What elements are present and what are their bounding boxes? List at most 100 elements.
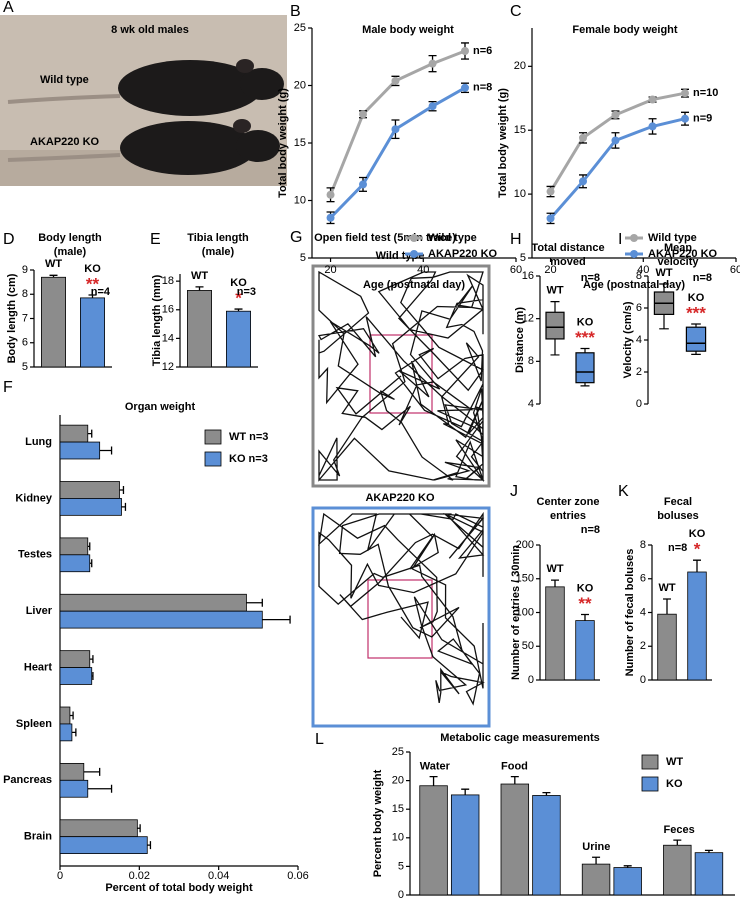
y-axis-label: Number of entries / 30min (510, 545, 522, 680)
category-label: Water (420, 761, 451, 773)
bar (59, 481, 120, 499)
n-label: n=8 (693, 272, 712, 284)
y-tick-label: 7 (22, 312, 28, 324)
mouse-head (236, 130, 280, 162)
y-tick-label: 16 (522, 270, 534, 282)
mouse-body (118, 60, 262, 116)
error-bar (89, 559, 93, 568)
n-label: n=8 (668, 542, 687, 554)
x-axis-label: Age (postnatal day) (363, 279, 465, 291)
tail (7, 153, 121, 162)
error-bar (87, 542, 91, 551)
n-label: n=6 (473, 45, 492, 57)
chart-title: Female body weight (572, 24, 677, 36)
error-bar (89, 655, 94, 664)
x-tick-label: 60 (730, 264, 740, 276)
y-tick-label: 50 (522, 640, 534, 652)
bar (59, 650, 91, 668)
bar (59, 610, 263, 629)
y-tick-label: 12 (522, 313, 534, 325)
category-label: Pancreas (3, 774, 52, 786)
legend-marker (630, 234, 638, 242)
point (579, 177, 587, 186)
chart-title: moved (550, 256, 585, 268)
chart-title: boluses (657, 510, 699, 522)
point (326, 190, 335, 199)
point (391, 76, 400, 85)
point (611, 136, 620, 145)
error-bar (121, 502, 127, 511)
bar (41, 276, 66, 368)
y-axis-label: Body length (cm) (6, 273, 18, 363)
error-bar (551, 579, 559, 587)
error-bar (119, 485, 125, 494)
y-tick-label: 4 (640, 606, 646, 618)
legend-marker (410, 250, 418, 258)
point (359, 110, 367, 119)
center-zone (367, 579, 433, 659)
chart-title: velocity (658, 256, 700, 268)
mouse-body (120, 121, 256, 175)
category-label: Kidney (15, 492, 53, 504)
y-tick-label: 25 (392, 746, 404, 758)
bar (500, 783, 530, 896)
n-label: n=9 (693, 113, 712, 125)
legend-label: WT (666, 756, 683, 768)
y-tick-label: 10 (294, 194, 306, 206)
point (461, 83, 469, 92)
x-tick-label: 20 (544, 264, 556, 276)
error-bar (147, 841, 152, 850)
n-label: n=8 (581, 272, 600, 284)
y-tick-label: 5 (398, 860, 404, 872)
x-tick-label: 0 (57, 870, 63, 882)
point (648, 95, 657, 104)
panel-letter: J (510, 483, 518, 500)
error-bar (693, 559, 701, 572)
category-label: Spleen (16, 718, 52, 730)
legend-label: KO (666, 778, 683, 790)
point (461, 47, 469, 55)
category-label: WT (45, 258, 62, 270)
legend-label: WT n=3 (229, 431, 268, 443)
category-label: Testes (18, 549, 52, 561)
significance: * (694, 540, 701, 559)
category-label: Food (501, 761, 528, 773)
significance: ** (578, 594, 592, 613)
bar (59, 723, 73, 742)
error-bar (87, 784, 113, 793)
y-axis-label: Total body weight (g) (497, 88, 509, 198)
n-label: n=8 (581, 524, 600, 536)
chart-title: Tibia length (187, 232, 249, 244)
y-tick-label: 0 (636, 398, 642, 410)
panel-letter: D (3, 231, 15, 248)
x-tick-label: 0.04 (208, 870, 229, 882)
y-tick-label: 14 (162, 332, 174, 344)
y-tick-label: 25 (294, 22, 306, 34)
panel-letter: L (315, 731, 324, 748)
panel-letter: A (3, 0, 14, 16)
chart-title: (male) (54, 246, 87, 258)
y-tick-label: 5 (300, 252, 306, 264)
legend-label: Wild type (428, 232, 477, 244)
bar (59, 441, 101, 460)
error-bar (673, 839, 682, 846)
y-tick-label: 15 (294, 137, 306, 149)
arena (311, 264, 491, 488)
panel-letter: I (618, 231, 622, 248)
error-bar (88, 294, 97, 298)
legend-swatch (641, 776, 659, 792)
box (685, 326, 707, 352)
error-bar (71, 728, 77, 737)
category-label: Liver (26, 605, 53, 617)
bar (657, 613, 677, 681)
x-tick-label: 60 (510, 264, 522, 276)
error-bar (91, 672, 94, 681)
legend-swatch (204, 451, 222, 467)
y-tick-label: 200 (516, 539, 534, 551)
n-label: n=3 (237, 286, 256, 298)
panel-letter: E (150, 231, 161, 248)
series-line (329, 86, 466, 219)
y-tick-label: 8 (636, 270, 642, 282)
